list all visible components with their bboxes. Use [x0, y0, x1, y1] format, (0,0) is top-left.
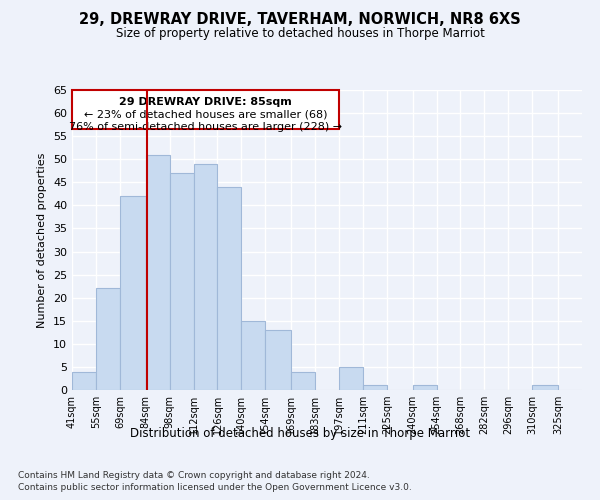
Text: 76% of semi-detached houses are larger (228) →: 76% of semi-detached houses are larger (… — [69, 122, 342, 132]
Bar — [363, 386, 387, 390]
Text: Contains public sector information licensed under the Open Government Licence v3: Contains public sector information licen… — [18, 484, 412, 492]
Bar — [170, 173, 194, 390]
Bar — [291, 372, 315, 390]
Bar — [96, 288, 120, 390]
Text: 29 DREWRAY DRIVE: 85sqm: 29 DREWRAY DRIVE: 85sqm — [119, 97, 292, 107]
Bar — [265, 330, 291, 390]
Y-axis label: Number of detached properties: Number of detached properties — [37, 152, 47, 328]
Text: Distribution of detached houses by size in Thorpe Marriot: Distribution of detached houses by size … — [130, 428, 470, 440]
Bar — [413, 386, 437, 390]
Text: 29, DREWRAY DRIVE, TAVERHAM, NORWICH, NR8 6XS: 29, DREWRAY DRIVE, TAVERHAM, NORWICH, NR… — [79, 12, 521, 28]
Bar — [146, 154, 170, 390]
Bar — [194, 164, 217, 390]
FancyBboxPatch shape — [72, 90, 339, 129]
Bar — [217, 187, 241, 390]
Bar — [241, 321, 265, 390]
Bar — [72, 372, 96, 390]
Bar — [532, 386, 558, 390]
Bar — [339, 367, 363, 390]
Text: Size of property relative to detached houses in Thorpe Marriot: Size of property relative to detached ho… — [116, 28, 484, 40]
Text: Contains HM Land Registry data © Crown copyright and database right 2024.: Contains HM Land Registry data © Crown c… — [18, 471, 370, 480]
Text: ← 23% of detached houses are smaller (68): ← 23% of detached houses are smaller (68… — [84, 110, 327, 120]
Bar — [120, 196, 146, 390]
